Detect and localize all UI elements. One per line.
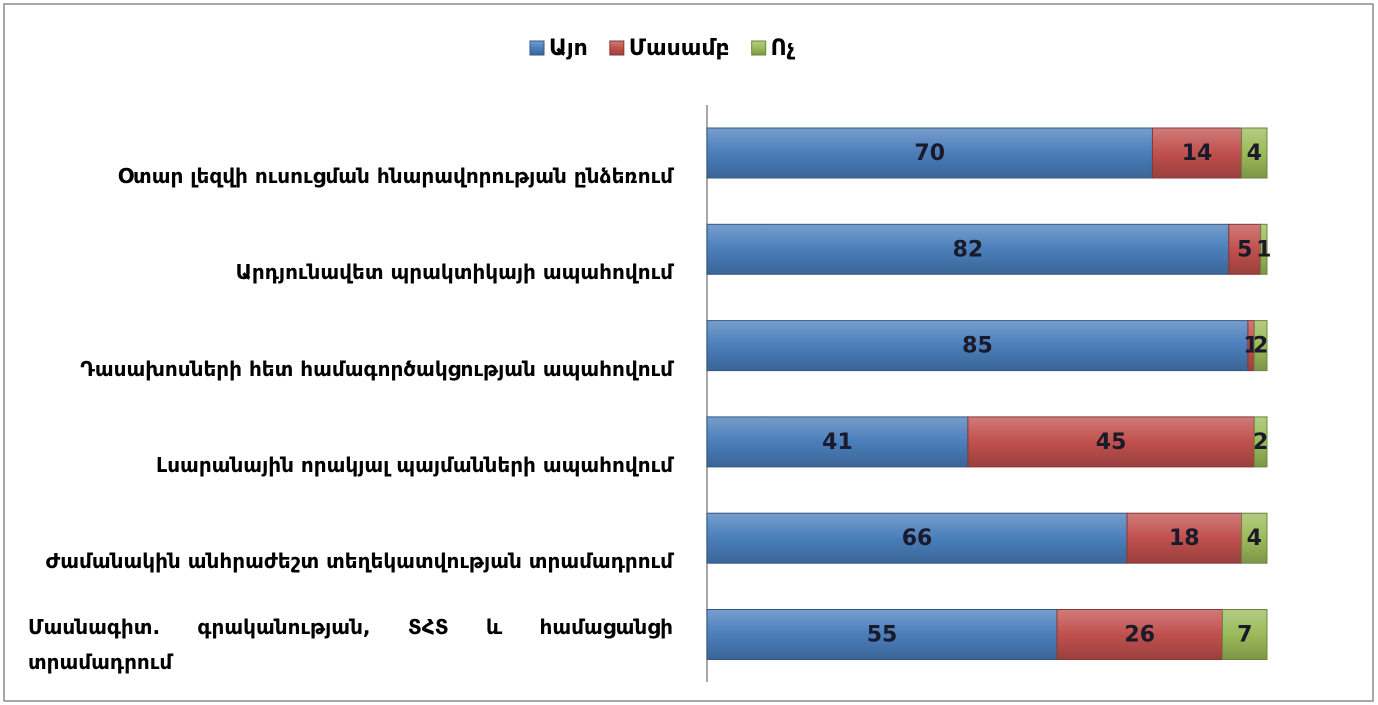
bar-segment [1260, 223, 1268, 275]
legend-swatch [529, 40, 545, 56]
data-label: 85 [962, 334, 993, 359]
bar-segment [706, 320, 1249, 372]
data-label: 26 [1124, 623, 1155, 648]
category-label: Լսարանային որակյալ պայմանների ապահովում [156, 452, 673, 477]
data-label: 45 [1096, 430, 1127, 455]
data-label: 70 [914, 141, 945, 166]
bar-segment [706, 127, 1153, 179]
bar-segment [967, 416, 1255, 468]
legend-swatch [751, 40, 767, 56]
bar-segment [1241, 127, 1268, 179]
category-label: Դասախոսների հետ համագործակցության ապահով… [80, 356, 673, 381]
data-label: 2 [1253, 430, 1268, 455]
data-label: 7 [1237, 623, 1252, 648]
data-label: 14 [1182, 141, 1213, 166]
data-label: 66 [902, 526, 933, 551]
bar-segment [1241, 512, 1268, 564]
bar-segment [706, 416, 969, 468]
data-label: 4 [1247, 141, 1262, 166]
bar-segment [1151, 127, 1243, 179]
data-label: 82 [953, 237, 984, 262]
category-label: Օտար լեզվի ուսուցման հնարավորության ընձե… [117, 164, 673, 188]
bar-segment [1221, 609, 1268, 660]
category-label: Արդյունավետ պրակտիկայի ապահովում [235, 260, 673, 285]
bar-segment [706, 223, 1230, 275]
bar-segment [706, 512, 1128, 564]
bar-segment [1228, 223, 1262, 275]
data-label: 1 [1256, 237, 1271, 262]
bar-segment [1126, 512, 1243, 564]
data-label: 5 [1237, 237, 1252, 262]
category-label: Ժամանակին անհրաժեշտ տեղեկատվության տրամա… [45, 549, 673, 574]
legend-label: Ոչ [771, 36, 796, 61]
legend-label: Այո [549, 36, 588, 61]
data-label: 55 [867, 623, 898, 648]
category-label: Մասնագիտ. գրականության, ՏՀՏ և համացանցի … [28, 614, 673, 674]
data-label: 18 [1169, 526, 1200, 551]
legend-swatch [609, 40, 625, 56]
data-label: 41 [822, 430, 853, 455]
legend-label: Մասամբ [629, 36, 730, 61]
data-label: 4 [1247, 526, 1262, 551]
bar-segment [1253, 416, 1268, 468]
data-label: 2 [1253, 334, 1268, 359]
bar-segment [1253, 320, 1268, 372]
